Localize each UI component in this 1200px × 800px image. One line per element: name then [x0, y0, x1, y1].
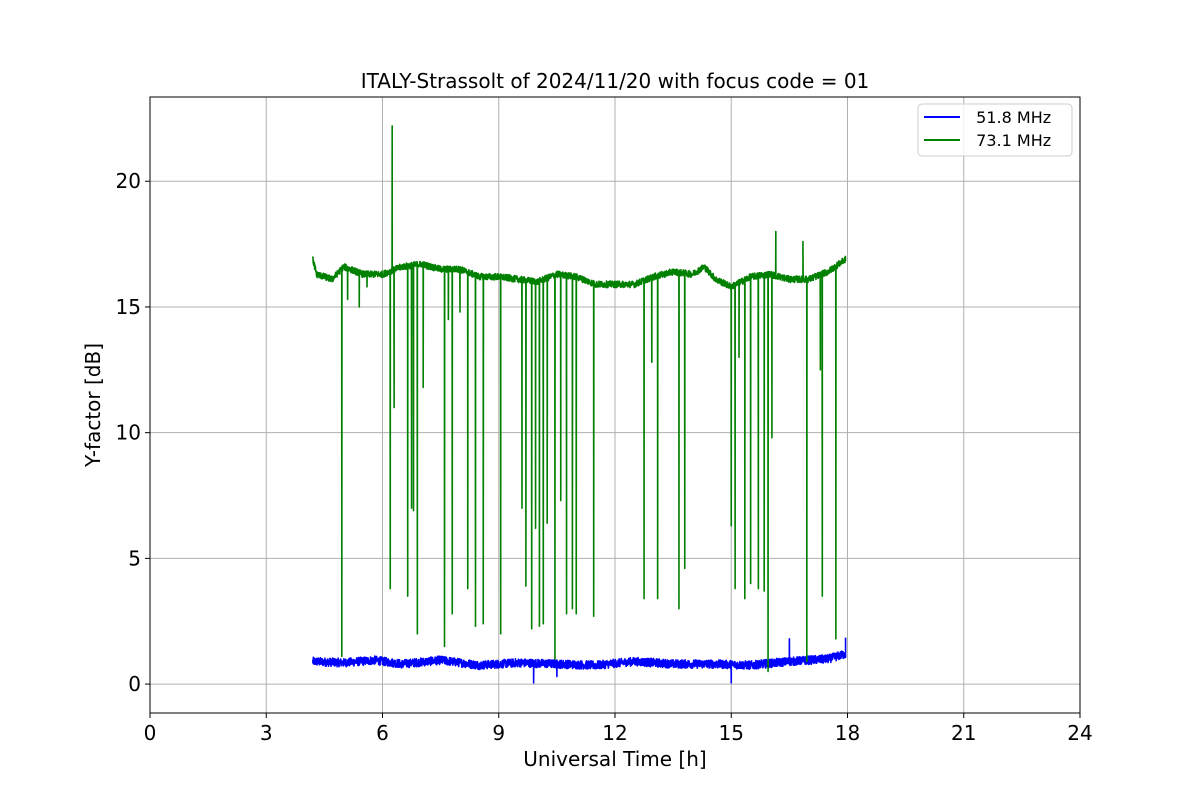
x-tick-label: 24 — [1067, 721, 1092, 745]
series-line-73-1-mhz — [311, 125, 847, 673]
series-layer — [311, 125, 847, 684]
y-tick-label: 20 — [116, 169, 141, 193]
y-tick-label: 10 — [116, 421, 141, 445]
axis-ticks: 0 3 6 9 12 15 18 21 24 0 5 10 15 20 — [116, 169, 1093, 745]
x-tick-label: 3 — [260, 721, 273, 745]
legend-label-51-8-mhz: 51.8 MHz — [966, 108, 1051, 127]
x-axis-title: Universal Time [h] — [523, 747, 706, 771]
x-tick-label: 9 — [492, 721, 505, 745]
y-tick-label: 15 — [116, 295, 141, 319]
chart-title: ITALY-Strassolt of 2024/11/20 with focus… — [361, 69, 870, 93]
x-tick-label: 0 — [144, 721, 157, 745]
x-tick-label: 21 — [951, 721, 976, 745]
y-tick-label: 0 — [128, 672, 141, 696]
legend: 51.8 MHz 73.1 MHz — [917, 103, 1073, 157]
x-tick-label: 6 — [376, 721, 389, 745]
series-line-51-8-mhz — [311, 637, 847, 684]
grid-lines — [149, 97, 1081, 713]
x-tick-label: 15 — [719, 721, 744, 745]
y-tick-label: 5 — [128, 546, 141, 570]
x-tick-label: 18 — [835, 721, 860, 745]
x-tick-label: 12 — [602, 721, 627, 745]
y-axis-title: Y-factor [dB] — [81, 343, 105, 468]
plot-area: 0 3 6 9 12 15 18 21 24 0 5 10 15 20 — [116, 96, 1093, 745]
legend-label-73-1-mhz: 73.1 MHz — [966, 131, 1051, 150]
